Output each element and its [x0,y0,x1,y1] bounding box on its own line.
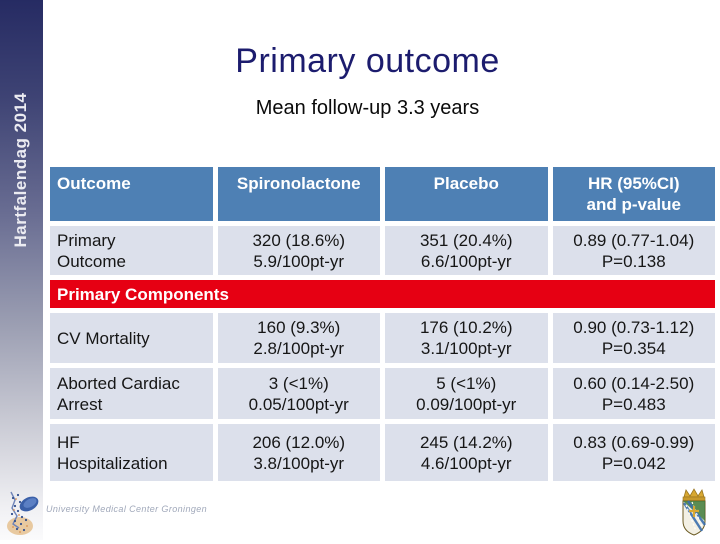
table-row-cell-hr: 0.90 (0.73-1.12) P=0.354 [552,313,715,363]
table-row-cell-spironolactone: 160 (9.3%) 2.8/100pt-yr [217,313,380,363]
table-row-cell-placebo: 245 (14.2%) 4.6/100pt-yr [385,424,548,481]
sidebar-label: Hartfalendag 2014 [11,92,30,248]
umcg-footer-label: University Medical Center Groningen [46,504,208,514]
table-row-cell-placebo: 176 (10.2%) 3.1/100pt-yr [385,313,548,363]
table-row-cell-outcome: Primary Outcome [50,226,213,275]
table-row-cell-hr: 0.60 (0.14-2.50) P=0.483 [552,368,715,419]
table-row-cell-placebo: 5 (<1%) 0.09/100pt-yr [385,368,548,419]
page-subtitle: Mean follow-up 3.3 years [255,97,480,119]
column-header-outcome: Outcome [50,167,213,221]
column-header-hr: HR (95%CI) and p-value [552,167,715,221]
column-header-placebo: Placebo [385,167,548,221]
table-row-cell-outcome: HF Hospitalization [50,424,213,481]
sidebar: Hartfalendag 2014 [0,0,43,540]
table-row-cell-spironolactone: 3 (<1%) 0.05/100pt-yr [217,368,380,419]
umcg-logo-icon [5,486,41,543]
table-row-cell-hr: 0.89 (0.77-1.04) P=0.138 [552,226,715,275]
table-row-cell-outcome: Aborted Cardiac Arrest [50,368,213,419]
groningen-crest-icon [676,487,712,544]
page-title: Primary outcome [235,42,500,80]
results-table: Outcome Spironolactone Placebo HR (95%CI… [50,167,715,481]
column-header-spironolactone: Spironolactone [217,167,380,221]
table-row-cell-spironolactone: 206 (12.0%) 3.8/100pt-yr [217,424,380,481]
table-row-cell-outcome: CV Mortality [50,313,213,363]
table-row-cell-placebo: 351 (20.4%) 6.6/100pt-yr [385,226,548,275]
table-row-cell-hr: 0.83 (0.69-0.99) P=0.042 [552,424,715,481]
title-block: Primary outcome Mean follow-up 3.3 years [43,0,720,120]
table-row-cell-spironolactone: 320 (18.6%) 5.9/100pt-yr [217,226,380,275]
section-banner: Primary Components [50,280,715,308]
